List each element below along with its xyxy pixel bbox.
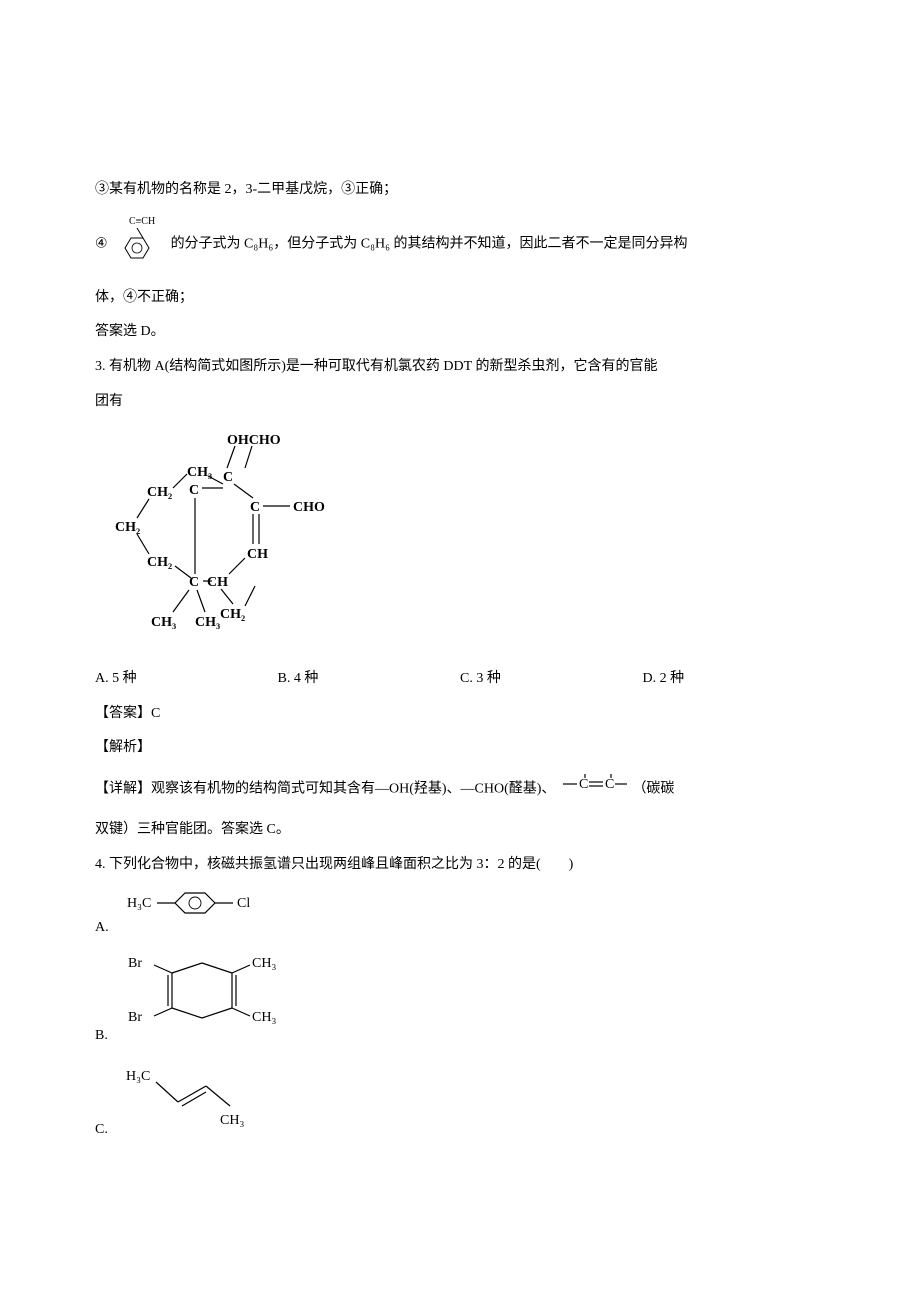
q3-detail-line2: 双键）三种官能团。答案选 C。 <box>95 815 825 846</box>
svg-text:Cl: Cl <box>237 896 250 911</box>
q3-analysis-label: 【解析】 <box>95 733 825 764</box>
q3-detail-prefix: 【详解】观察该有机物的结构简式可知其含有—OH(羟基)、—CHO(醛基)、 <box>95 782 555 797</box>
answer-d: 答案选 D。 <box>95 317 825 348</box>
svg-text:C: C <box>223 470 233 485</box>
q4-option-b: B. Br Br CH₃ <box>95 953 825 1056</box>
svg-text:Br: Br <box>128 1010 142 1025</box>
svg-text:OHCHO: OHCHO <box>227 433 281 448</box>
q3-stem-line2: 团有 <box>95 387 825 418</box>
svg-text:CH: CH <box>247 547 268 562</box>
svg-text:CH₂: CH₂ <box>147 485 172 500</box>
option-b-structure: Br Br CH₃ CH₃ <box>112 953 292 1056</box>
q3-detail-suffix: （碳碳 <box>632 782 674 797</box>
option-c-structure: H₃C CH₃ <box>112 1062 272 1150</box>
q4-option-a: A. H₃C Cl <box>95 885 825 948</box>
option-a-structure: H₃C Cl <box>113 885 283 948</box>
q3-option-b: B. 4 种 <box>278 664 461 695</box>
svg-text:C: C <box>189 483 199 498</box>
q3-option-a: A. 5 种 <box>95 664 278 695</box>
q4-stem: 4. 下列化合物中，核磁共振氢谱只出现两组峰且峰面积之比为 3：2 的是( ) <box>95 850 825 881</box>
option-b-letter: B. <box>95 1021 108 1056</box>
svg-text:CH₃: CH₃ <box>252 1010 276 1025</box>
statement-4-line2: 体，④不正确； <box>95 283 825 314</box>
circled-4: ④ <box>95 236 108 251</box>
svg-text:CH: CH <box>207 575 228 590</box>
svg-text:C: C <box>579 777 588 792</box>
q3-options: A. 5 种 B. 4 种 C. 3 种 D. 2 种 <box>95 664 825 695</box>
svg-text:C: C <box>189 575 199 590</box>
svg-text:CH₃: CH₃ <box>195 615 220 630</box>
q3-stem-line1: 3. 有机物 A(结构简式如图所示)是一种可取代有机氯农药 DDT 的新型杀虫剂… <box>95 352 825 383</box>
q3-option-c: C. 3 种 <box>460 664 643 695</box>
svg-text:H₃C: H₃C <box>126 1069 150 1084</box>
svg-text:CH₃: CH₃ <box>187 465 212 480</box>
statement-4-line1: ④ C≡CH 的分子式为 C₈H₆，但分子式为 C₈H₆ 的其结构并不知道，因此… <box>95 210 825 279</box>
cc-double-bond-icon: C C <box>559 768 629 811</box>
statement-4-text: 的分子式为 C₈H₆，但分子式为 C₈H₆ 的其结构并不知道，因此二者不一定是同… <box>171 236 688 251</box>
svg-text:C: C <box>250 500 260 515</box>
svg-text:C: C <box>605 777 614 792</box>
option-a-letter: A. <box>95 913 109 948</box>
svg-text:CH₂: CH₂ <box>220 607 245 622</box>
q3-option-d: D. 2 种 <box>643 664 826 695</box>
q3-detail-line1: 【详解】观察该有机物的结构简式可知其含有—OH(羟基)、—CHO(醛基)、 C … <box>95 768 825 811</box>
svg-text:CHO: CHO <box>293 500 325 515</box>
q3-structure: OHCHO CH₃ C CH₂ CH₂ CH₂ C C C <box>95 426 825 656</box>
ccch-label: C≡CH <box>129 216 155 227</box>
svg-text:CH₃: CH₃ <box>252 956 276 971</box>
svg-text:Br: Br <box>128 956 142 971</box>
option-c-letter: C. <box>95 1115 108 1150</box>
statement-3: ③某有机物的名称是 2，3-二甲基戊烷，③正确； <box>95 175 825 206</box>
phenyl-ethynyl-structure: C≡CH <box>111 210 167 279</box>
svg-text:CH₃: CH₃ <box>220 1113 244 1128</box>
q4-option-c: C. H₃C CH₃ <box>95 1062 825 1150</box>
svg-text:CH₃: CH₃ <box>151 615 176 630</box>
svg-text:CH₂: CH₂ <box>147 555 172 570</box>
q3-answer: 【答案】C <box>95 699 825 730</box>
svg-text:CH₂: CH₂ <box>115 520 140 535</box>
svg-text:H₃C: H₃C <box>127 896 151 911</box>
